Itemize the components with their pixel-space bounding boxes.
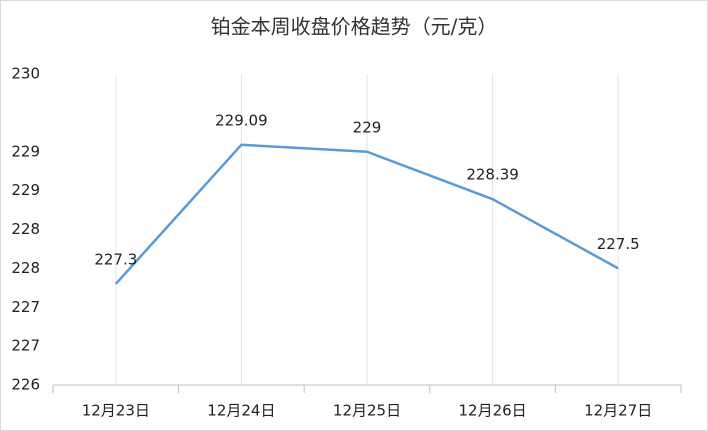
- data-label: 229.09: [215, 111, 268, 129]
- line-series: [114, 143, 619, 285]
- data-label: 228.39: [466, 166, 519, 184]
- y-tick-label: 228: [11, 220, 40, 238]
- chart-title: 铂金本周收盘价格趋势（元/克）: [211, 15, 498, 39]
- y-tick-label: 229: [11, 181, 40, 199]
- y-tick-label: 227: [11, 298, 40, 316]
- y-tick-label: 230: [11, 65, 40, 83]
- x-tick-label: 12月27日: [584, 402, 652, 420]
- y-tick-label: 227: [11, 337, 40, 355]
- x-tick-label: 12月25日: [333, 402, 401, 420]
- data-label: 229: [353, 118, 382, 136]
- x-tick-label: 12月26日: [459, 402, 527, 420]
- data-label: 227.5: [597, 235, 640, 253]
- x-tick-label: 12月24日: [207, 402, 275, 420]
- data-label: 227.3: [94, 250, 137, 268]
- y-tick-label: 226: [11, 376, 40, 394]
- y-tick-label: 229: [11, 142, 40, 160]
- y-tick-label: 228: [11, 259, 40, 277]
- x-tick-label: 12月23日: [82, 402, 150, 420]
